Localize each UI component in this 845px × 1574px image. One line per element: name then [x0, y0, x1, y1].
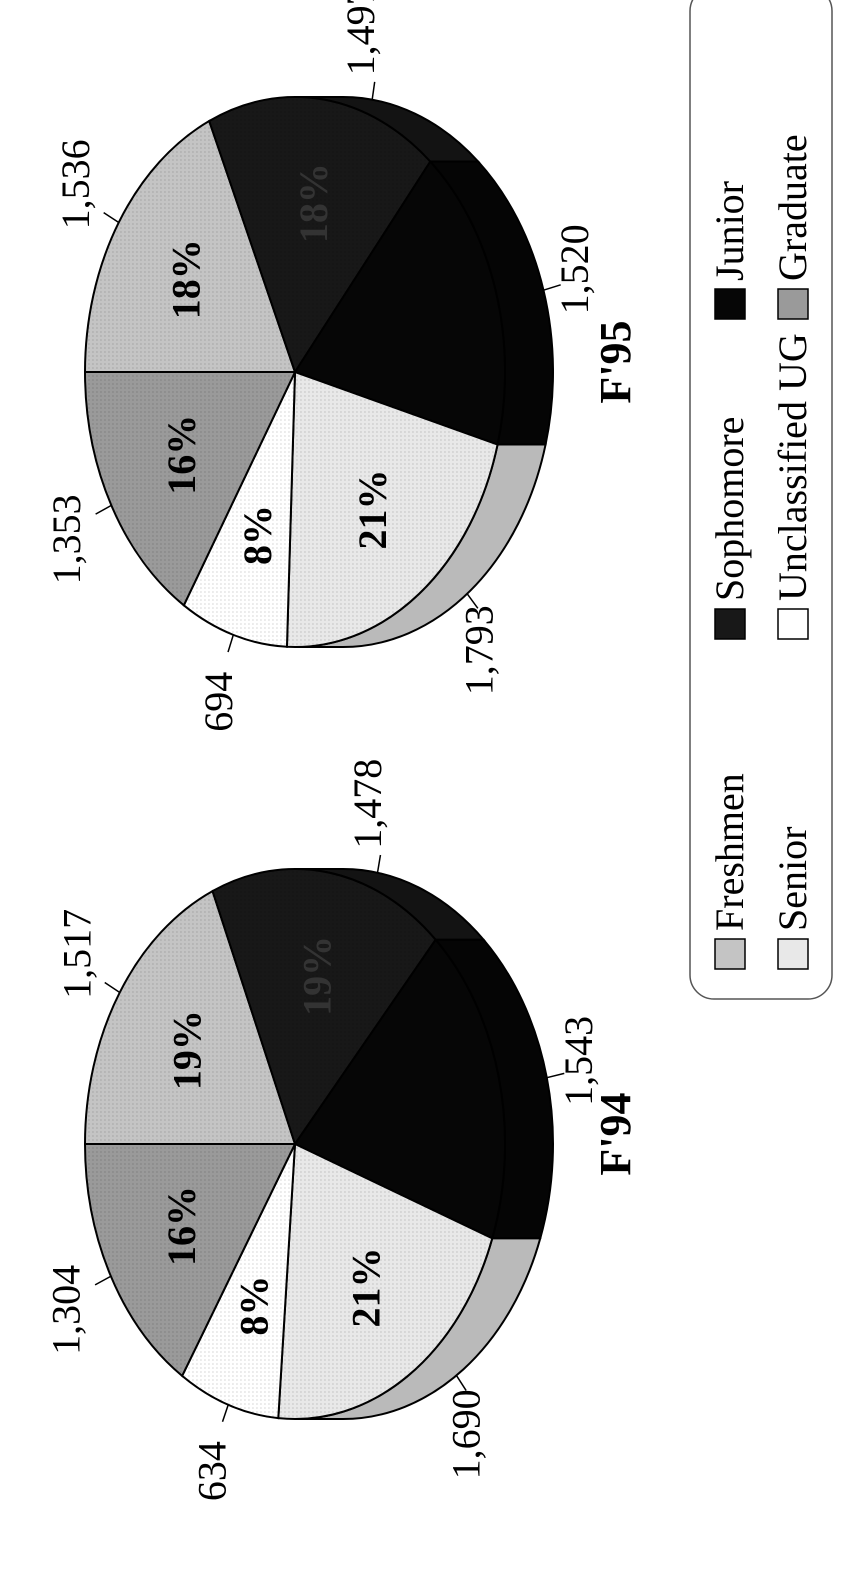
leader-graduate — [95, 504, 112, 515]
value-label-junior: 1,543 — [556, 1016, 601, 1106]
value-label-senior: 1,690 — [443, 1389, 488, 1479]
value-label-freshmen: 1,536 — [53, 139, 98, 229]
leader-freshmen — [103, 212, 120, 224]
slice-texture-junior — [295, 161, 505, 445]
pct-label-sophomore: 18% — [291, 163, 336, 243]
pct-label-graduate: 16% — [159, 415, 204, 495]
leader-sophomore — [376, 854, 382, 873]
legend-label-freshmen: Freshmen — [707, 773, 752, 931]
slice-texture-graduate — [85, 372, 295, 606]
pct-label-graduate: 16% — [159, 1186, 204, 1266]
legend-item-graduate: Graduate — [770, 134, 815, 320]
legend-item-freshmen: Freshmen — [707, 773, 752, 970]
legend-label-senior: Senior — [770, 827, 815, 931]
value-label-freshmen: 1,517 — [54, 909, 99, 999]
pct-label-unclassified-ug: 8% — [232, 1276, 277, 1336]
legend-label-graduate: Graduate — [770, 134, 815, 281]
leader-senior — [455, 1375, 467, 1391]
pct-label-senior: 21% — [343, 1247, 388, 1327]
slice-texture-unclassified-ug — [183, 372, 295, 647]
pie-f94: 19% 1,517 19% 1,478 1,543 21% 1,690 8% 634 16% 1,3… — [43, 759, 640, 1501]
leader-unclassified-ug — [227, 634, 235, 653]
leader-junior — [546, 1072, 565, 1079]
value-label-unclassified-ug: 634 — [190, 1441, 235, 1501]
slice-texture-sophomore — [212, 869, 436, 1144]
pct-label-unclassified-ug: 8% — [235, 505, 280, 565]
value-label-sophomore: 1,478 — [345, 759, 390, 849]
leader-unclassified-ug — [221, 1404, 229, 1423]
slice-texture-graduate — [85, 1144, 295, 1376]
legend-swatch-graduate — [777, 288, 809, 320]
value-label-sophomore: 1,497 — [338, 0, 383, 75]
legend-swatch-sophomore — [714, 608, 746, 640]
slice-texture-unclassified-ug — [182, 1144, 295, 1419]
legend-box — [689, 0, 833, 1000]
legend-label-unclassified-ug: Unclassified UG — [770, 333, 815, 601]
slice-texture-junior — [295, 939, 505, 1239]
pct-label-senior: 21% — [350, 469, 395, 549]
legend-swatch-freshmen — [714, 938, 746, 970]
slice-texture-freshmen — [85, 891, 295, 1144]
legend: Freshmen Sophomore Junior Senior Unclassifie… — [689, 0, 833, 1000]
leader-freshmen — [104, 981, 121, 994]
legend-swatch-junior — [714, 288, 746, 320]
chart-title-f94: F'94 — [591, 1092, 640, 1175]
slice-texture-freshmen — [85, 121, 295, 372]
pct-label-freshmen: 18% — [164, 239, 209, 319]
value-label-graduate: 1,304 — [43, 1265, 88, 1355]
value-label-senior: 1,793 — [457, 605, 502, 695]
legend-swatch-senior — [777, 938, 809, 970]
legend-label-junior: Junior — [707, 181, 752, 281]
legend-item-senior: Senior — [770, 827, 815, 970]
legend-item-unclassified-ug: Unclassified UG — [770, 333, 815, 640]
value-label-unclassified-ug: 694 — [196, 672, 241, 732]
leader-graduate — [94, 1275, 112, 1286]
value-label-junior: 1,520 — [552, 224, 597, 314]
leader-senior — [466, 593, 479, 609]
chart-title-f95: F'95 — [591, 320, 640, 403]
pct-label-sophomore: 19% — [294, 936, 339, 1016]
legend-item-sophomore: Sophomore — [707, 417, 752, 640]
pie-f95: 18% 1,536 18% 1,497 1,520 21% 1,793 8% 694 16% 1,3… — [44, 0, 640, 732]
legend-label-sophomore: Sophomore — [707, 417, 752, 601]
legend-swatch-unclassified-ug — [777, 608, 809, 640]
leader-sophomore — [371, 81, 376, 100]
value-label-graduate: 1,353 — [44, 494, 89, 584]
slice-texture-senior — [278, 1144, 493, 1419]
leader-junior — [543, 284, 561, 291]
legend-item-junior: Junior — [707, 181, 752, 320]
pct-label-freshmen: 19% — [164, 1010, 209, 1090]
slice-texture-sophomore — [209, 97, 431, 372]
slice-texture-senior — [286, 372, 498, 647]
